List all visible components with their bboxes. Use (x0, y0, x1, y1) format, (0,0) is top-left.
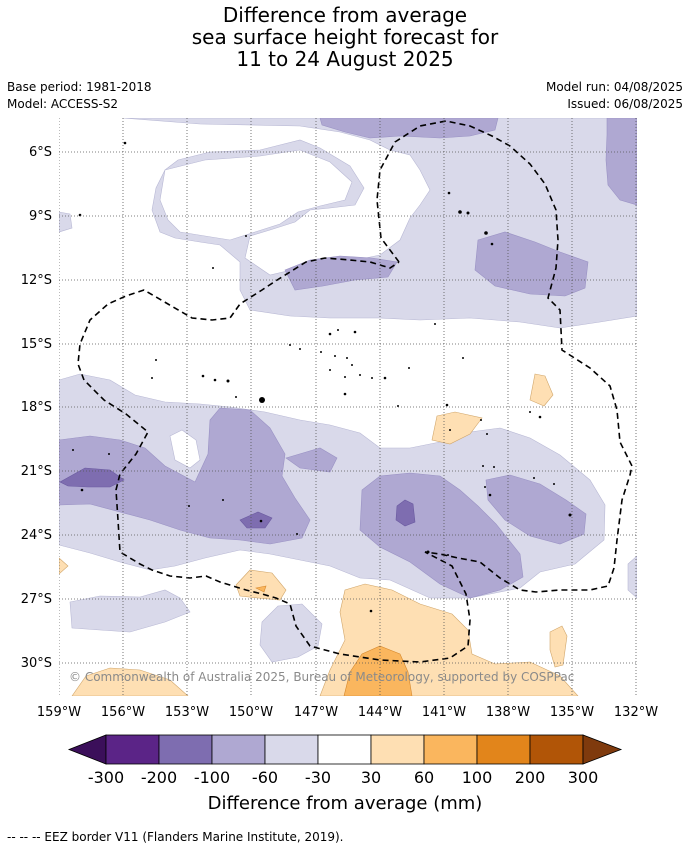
lat-tick-label: 21°S (21, 464, 52, 479)
anomaly-region-sw (69, 589, 191, 633)
model-text: Model: ACCESS-S2 (7, 97, 119, 111)
lat-tick-label: 30°S (21, 656, 52, 671)
lon-tick-label: 141°W (422, 705, 466, 720)
model-run-text: Model run: 04/08/2025 (545, 80, 683, 94)
anomaly-medium-west (59, 407, 311, 545)
lon-tick-label: 150°W (229, 705, 273, 720)
meta-right: Model run: 04/08/2025 Issued: 06/08/2025 (546, 79, 683, 113)
lon-tick-label: 156°W (101, 705, 145, 720)
lon-tick-label: 144°W (358, 705, 402, 720)
lat-tick-label: 12°S (21, 273, 52, 288)
lat-tick-label: 27°S (21, 592, 52, 607)
colorbar-segment (317, 734, 372, 765)
lon-tick-label: 135°W (550, 705, 594, 720)
colorbar-tick-label: -200 (141, 768, 177, 787)
anomaly-strong-south (239, 511, 273, 529)
positive-anomaly-south (235, 569, 287, 601)
anomaly-medium-ne (605, 118, 637, 206)
colorbar-tick-label: -300 (88, 768, 124, 787)
lon-axis-labels: 159°W 156°W 153°W 150°W 147°W 144°W 141°W 138°W… (37, 705, 658, 720)
colorbar-segment (264, 734, 319, 765)
colorbar-labels: -300 -200 -100 -60 -30 30 60 100 200 300 (88, 768, 598, 787)
positive-anomaly-bottom (71, 667, 189, 696)
neutral-hole-north (159, 149, 353, 241)
positive-anomaly-sw-corner (59, 557, 69, 575)
colorbar-tick-label: 300 (568, 768, 599, 787)
eez-borders (77, 120, 633, 663)
anomaly-medium-small (285, 447, 338, 473)
lat-tick-label: 9°S (29, 209, 52, 224)
colorbar-tick-label: 30 (361, 768, 381, 787)
lon-tick-label: 153°W (165, 705, 209, 720)
islands-layer (72, 141, 572, 613)
lon-tick-label: 147°W (294, 705, 338, 720)
positive-anomaly-east (431, 411, 483, 445)
lat-tick-label: 6°S (29, 145, 52, 160)
copyright-text: © Commonwealth of Australia 2025, Bureau… (69, 670, 574, 684)
lat-tick-label: 18°S (21, 400, 52, 415)
colorbar-segment (105, 734, 160, 765)
anomaly-region-east-edge (627, 555, 637, 599)
meta-left: Base period: 1981-2018 Model: ACCESS-S2 (7, 79, 152, 113)
colorbar-tick-label: -30 (305, 768, 331, 787)
issued-text: Issued: 06/08/2025 (567, 97, 683, 111)
colorbar-segment (211, 734, 266, 765)
colorbar-extend-high (582, 734, 623, 765)
map-field (59, 118, 637, 696)
eez-legend-text: -- -- -- EEZ border V11 (Flanders Marine… (7, 830, 344, 844)
eez-border-french-polynesia (77, 120, 633, 663)
title-line-2: sea surface height forecast for (191, 25, 499, 49)
lat-tick-label: 15°S (21, 337, 52, 352)
anomaly-region-nw-corner (59, 211, 73, 233)
lon-tick-label: 132°W (614, 705, 658, 720)
colorbar-segment (423, 734, 478, 765)
base-period-text: Base period: 1981-2018 (7, 80, 152, 94)
colorbar-title: Difference from average (mm) (208, 793, 483, 814)
colorbar-tick-label: -100 (194, 768, 230, 787)
title-line-1: Difference from average (222, 3, 468, 27)
colorbar-segment (476, 734, 531, 765)
anomaly-region-s-centre (259, 603, 323, 663)
gridlines (59, 118, 637, 696)
colorbar-tick-label: -60 (252, 768, 278, 787)
colorbar-tick-label: 60 (414, 768, 434, 787)
positive-anomaly-north (529, 373, 554, 407)
positive-anomaly-strong (343, 645, 413, 696)
map-title: Difference from average sea surface heig… (0, 4, 690, 70)
colorbar-tick-label: 100 (462, 768, 493, 787)
colorbar-segment (529, 734, 584, 765)
lon-tick-label: 138°W (486, 705, 530, 720)
positive-anomaly-far-se (549, 625, 568, 668)
colorbar-segment (158, 734, 213, 765)
lat-axis-labels: 6°S 9°S 12°S 15°S 18°S 21°S 24°S 27°S 30°S (21, 145, 52, 671)
anomaly-medium-se (485, 474, 587, 545)
neutral-hole-west (169, 429, 201, 469)
colorbar (67, 734, 623, 765)
colorbar-extend-low (67, 734, 107, 765)
lon-tick-label: 159°W (37, 705, 81, 720)
lat-tick-label: 24°S (21, 528, 52, 543)
title-line-3: 11 to 24 August 2025 (236, 47, 454, 71)
colorbar-tick-label: 200 (515, 768, 546, 787)
anomaly-strong-centre (395, 499, 416, 527)
colorbar-segment (370, 734, 425, 765)
positive-anomaly-tiny (255, 585, 267, 593)
anomaly-strong-west (59, 467, 125, 488)
